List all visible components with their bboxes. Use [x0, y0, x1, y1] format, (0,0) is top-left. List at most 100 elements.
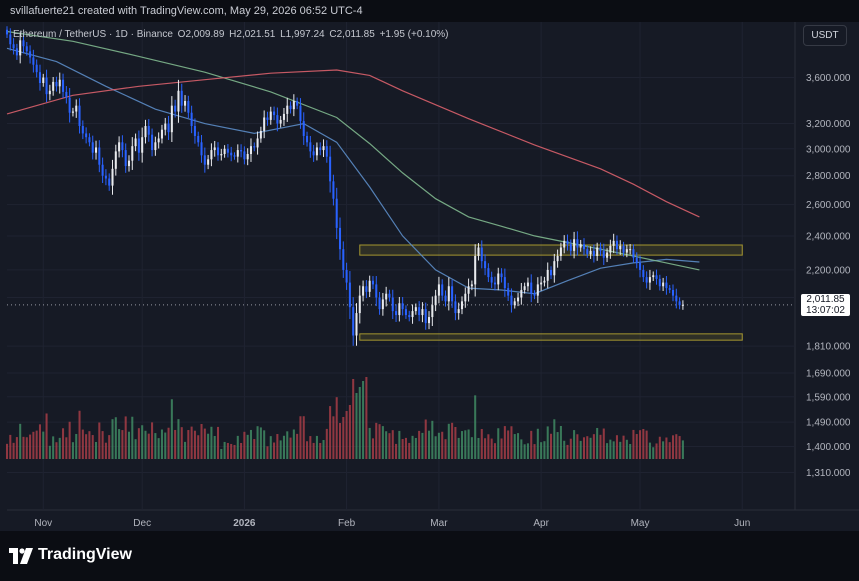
bar-countdown: 13:07:02 [806, 304, 845, 316]
volume-bar [395, 443, 398, 459]
volume-bar [391, 430, 394, 459]
volume-bar [368, 427, 371, 459]
volume-bar [464, 430, 467, 459]
candle-body [78, 105, 81, 127]
volume-bar [55, 442, 58, 459]
candle-body [332, 181, 335, 199]
candle-body [296, 101, 299, 106]
volume-bar [642, 428, 645, 459]
candle-body [470, 284, 473, 287]
candle-body [197, 135, 200, 143]
volume-bar [91, 435, 94, 459]
volume-bar [25, 437, 28, 459]
candle-body [477, 247, 480, 256]
candle-body [381, 299, 384, 310]
volume-bar [167, 427, 170, 459]
volume-bar [408, 442, 411, 459]
candle-body [546, 269, 549, 281]
volume-bar [652, 447, 655, 459]
currency-button[interactable]: USDT [803, 25, 847, 46]
candle-body [388, 293, 391, 298]
candle-body [200, 142, 203, 156]
volume-bar [599, 434, 602, 459]
candle-body [352, 307, 355, 336]
volume-bar [203, 428, 206, 459]
candle-body [609, 245, 612, 253]
candle-body [223, 148, 226, 155]
volume-bar [398, 430, 401, 459]
candlesticks [5, 26, 684, 346]
candle-body [487, 268, 490, 278]
volume-bar [309, 436, 312, 459]
volume-bar [444, 439, 447, 459]
volume-bar [573, 430, 576, 459]
candle-body [184, 101, 187, 106]
candle-body [576, 239, 579, 248]
volume-bar [441, 431, 444, 459]
candle-body [335, 198, 338, 228]
volume-bar [563, 440, 566, 459]
candle-body [639, 262, 642, 270]
candle-body [484, 261, 487, 269]
volume-bar [243, 431, 246, 459]
volume-bar [665, 437, 668, 459]
volume-bar [358, 387, 361, 459]
volume-bar [424, 419, 427, 459]
ma_mid-line [6, 30, 700, 271]
candle-body [220, 154, 223, 156]
candle-body [569, 244, 572, 251]
volume-bar [325, 428, 328, 459]
price-tick-label: 2,400.000 [806, 231, 851, 242]
candle-body [533, 293, 536, 296]
candle-body [108, 178, 111, 186]
volume-bar [434, 436, 437, 459]
candle-body [418, 307, 421, 316]
volume-bar [510, 426, 513, 459]
volume-bar [625, 439, 628, 459]
candle-body [675, 295, 678, 302]
volume-bar [296, 433, 299, 459]
candle-body [276, 115, 279, 124]
volume-bar [619, 441, 622, 459]
volume-bar [381, 426, 384, 459]
volume-bar [299, 416, 302, 459]
volume-bar [322, 440, 325, 459]
candle-body [15, 48, 18, 56]
moving-averages [6, 30, 700, 295]
candle-body [645, 277, 648, 283]
volume-bar [282, 435, 285, 459]
ma_fast-line [6, 47, 700, 295]
volume-bar [671, 435, 675, 459]
candle-body [559, 247, 562, 256]
volume-bar [484, 438, 487, 459]
volume-bar [559, 425, 562, 459]
volume-bar [517, 433, 520, 459]
volume-bar [170, 399, 173, 459]
candle-body [493, 282, 496, 285]
candle-body [216, 147, 220, 156]
candle-body [371, 280, 374, 285]
volume-bars [5, 377, 684, 459]
volume-bar [401, 439, 404, 459]
volume-bar [569, 438, 572, 459]
volume-bar [319, 443, 322, 459]
volume-bar [230, 443, 233, 459]
ohlc-low: L1,997.24 [280, 29, 325, 40]
price-tick-label: 3,600.000 [806, 73, 851, 84]
candle-body [368, 280, 371, 292]
candle-body [573, 239, 576, 251]
volume-bar [546, 426, 549, 459]
volume-bar [85, 434, 88, 459]
volume-bar [520, 439, 523, 459]
candle-body [134, 138, 137, 147]
candle-body [553, 261, 556, 276]
volume-bar [480, 429, 483, 459]
volume-bar [259, 427, 262, 459]
candle-body [68, 97, 71, 113]
volume-bar [507, 430, 510, 459]
volume-bar [596, 427, 599, 459]
candle-body [292, 101, 295, 110]
time-tick-label: Mar [430, 518, 448, 529]
volume-bar [147, 433, 150, 459]
